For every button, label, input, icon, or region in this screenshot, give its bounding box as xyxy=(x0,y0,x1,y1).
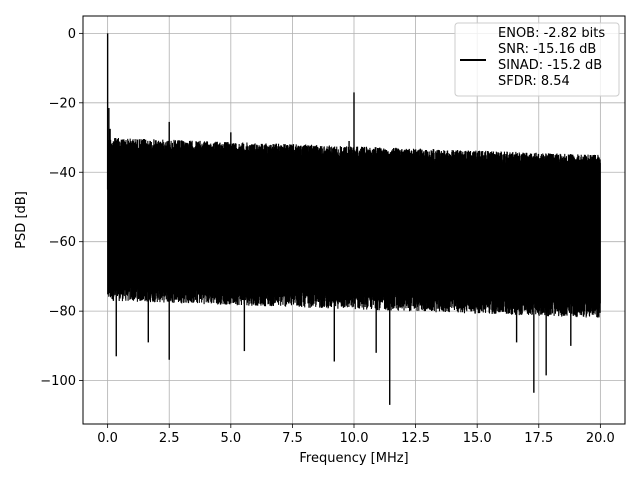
legend: ENOB: -2.82 bits SNR: -15.16 dB SINAD: -… xyxy=(454,22,620,97)
y-tick-label: −80 xyxy=(49,305,76,320)
y-tick-label: −40 xyxy=(49,166,76,181)
x-tick-label: 5.0 xyxy=(220,431,241,446)
y-tick-label: −100 xyxy=(40,374,76,389)
legend-snr: SNR: -15.16 dB xyxy=(498,42,596,57)
x-axis-label: Frequency [MHz] xyxy=(299,451,408,466)
psd-noise-trace xyxy=(107,138,601,318)
x-tick-label: 17.5 xyxy=(524,431,553,446)
x-tick-label: 15.0 xyxy=(463,431,492,446)
y-axis-label: PSD [dB] xyxy=(14,191,29,249)
x-tick-label: 0.0 xyxy=(97,431,118,446)
y-tick-label: −20 xyxy=(49,96,76,111)
x-tick-label: 12.5 xyxy=(401,431,430,446)
x-tick-label: 20.0 xyxy=(586,431,615,446)
x-tick-label: 7.5 xyxy=(282,431,303,446)
y-tick-label: 0 xyxy=(68,27,76,42)
x-axis-ticks: 0.0 2.5 5.0 7.5 10.0 12.5 15.0 17.5 20.0 xyxy=(97,424,615,446)
y-axis-ticks: 0 −20 −40 −60 −80 −100 xyxy=(40,27,83,389)
y-tick-label: −60 xyxy=(49,235,76,250)
legend-sinad: SINAD: -15.2 dB xyxy=(498,58,602,73)
legend-box xyxy=(454,22,620,97)
legend-sfdr: SFDR: 8.54 xyxy=(498,74,570,89)
x-tick-label: 10.0 xyxy=(340,431,369,446)
legend-enob: ENOB: -2.82 bits xyxy=(498,26,605,41)
series-psd xyxy=(106,33,601,405)
x-tick-label: 2.5 xyxy=(159,431,180,446)
